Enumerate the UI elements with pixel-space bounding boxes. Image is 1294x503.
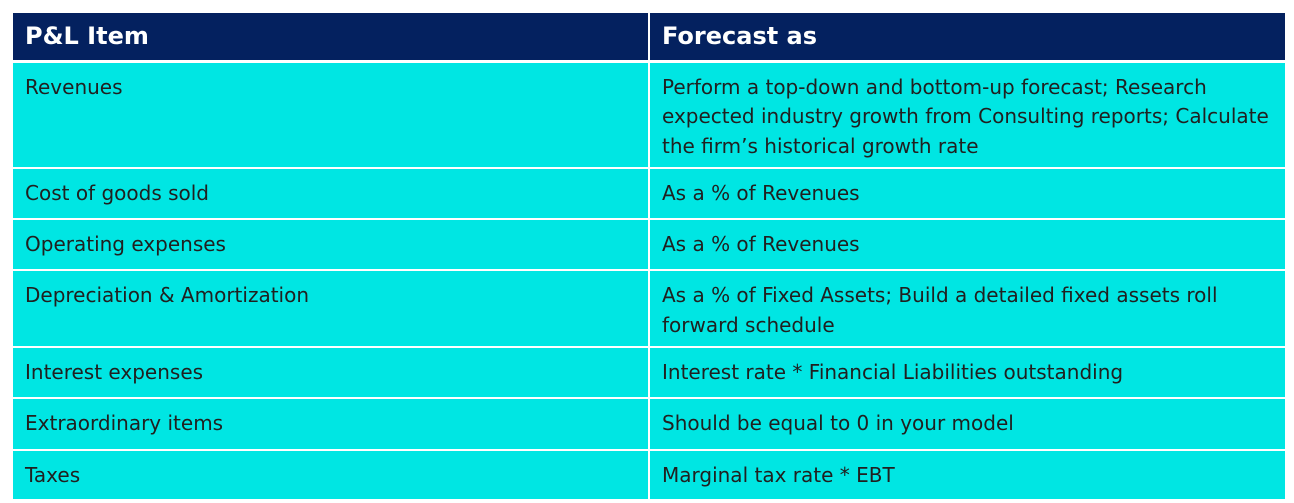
table-body: Revenues Perform a top-down and bottom-u… (13, 61, 1285, 501)
cell-forecast: Should be equal to 0 in your model (649, 398, 1285, 451)
pl-forecast-table-container: P&L Item Forecast as Revenues Perform a … (13, 13, 1285, 501)
cell-forecast: Marginal tax rate * EBT (649, 450, 1285, 501)
cell-pl-item: Operating expenses (13, 219, 650, 271)
cell-pl-item: Cost of goods sold (13, 168, 650, 220)
header-row: P&L Item Forecast as (13, 13, 1285, 63)
table-header: P&L Item Forecast as (13, 13, 1285, 63)
cell-pl-item: Interest expenses (13, 347, 650, 399)
cell-pl-item: Depreciation & Amortization (13, 270, 650, 348)
cell-pl-item: Revenues (13, 61, 650, 169)
cell-pl-item: Taxes (13, 450, 650, 501)
cell-forecast: Perform a top-down and bottom-up forecas… (649, 61, 1285, 169)
pl-forecast-table: P&L Item Forecast as Revenues Perform a … (13, 13, 1285, 501)
cell-forecast: As a % of Fixed Assets; Build a detailed… (649, 270, 1285, 348)
header-pl-item: P&L Item (13, 13, 650, 63)
table-row: Operating expenses As a % of Revenues (13, 219, 1285, 271)
header-forecast-as: Forecast as (649, 13, 1285, 63)
table-row: Taxes Marginal tax rate * EBT (13, 450, 1285, 501)
table-row: Interest expenses Interest rate * Financ… (13, 347, 1285, 399)
cell-forecast: Interest rate * Financial Liabilities ou… (649, 347, 1285, 399)
table-row: Cost of goods sold As a % of Revenues (13, 168, 1285, 220)
cell-pl-item: Extraordinary items (13, 398, 650, 451)
cell-forecast: As a % of Revenues (649, 219, 1285, 271)
table-row: Extraordinary items Should be equal to 0… (13, 398, 1285, 451)
cell-forecast: As a % of Revenues (649, 168, 1285, 220)
table-row: Revenues Perform a top-down and bottom-u… (13, 61, 1285, 169)
table-row: Depreciation & Amortization As a % of Fi… (13, 270, 1285, 348)
